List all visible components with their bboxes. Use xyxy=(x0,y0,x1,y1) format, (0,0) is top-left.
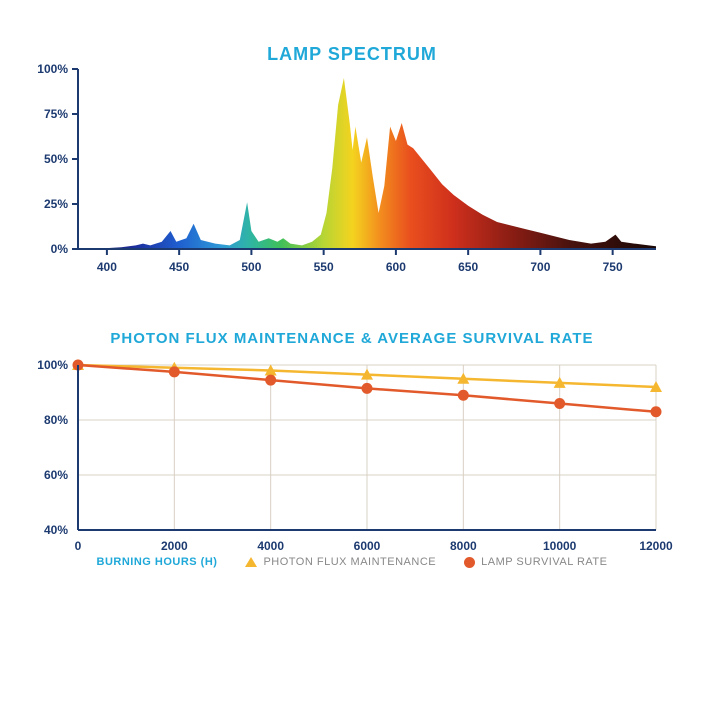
svg-text:2000: 2000 xyxy=(161,539,188,553)
svg-text:500: 500 xyxy=(241,260,261,274)
svg-text:60%: 60% xyxy=(44,468,68,482)
svg-text:50%: 50% xyxy=(44,152,68,166)
svg-text:40%: 40% xyxy=(44,523,68,537)
spectrum-chart: 0% 25% 50% 75% 100% 400 450 500 550 600 650 700 750 xyxy=(0,59,704,294)
svg-text:100%: 100% xyxy=(37,358,68,372)
legend-item-survival: LAMP SURVIVAL RATE xyxy=(464,556,607,568)
spectrum-title: LAMP SPECTRUM xyxy=(0,0,704,65)
flux-title: PHOTON FLUX MAINTENANCE & AVERAGE SURVIV… xyxy=(0,330,704,347)
svg-text:6000: 6000 xyxy=(354,539,381,553)
svg-text:450: 450 xyxy=(169,260,189,274)
svg-text:80%: 80% xyxy=(44,413,68,427)
svg-text:4000: 4000 xyxy=(257,539,284,553)
legend-label-survival: LAMP SURVIVAL RATE xyxy=(481,556,607,568)
svg-text:25%: 25% xyxy=(44,197,68,211)
svg-text:650: 650 xyxy=(458,260,478,274)
svg-text:100%: 100% xyxy=(37,62,68,76)
svg-text:0%: 0% xyxy=(51,242,69,256)
legend-label-flux: PHOTON FLUX MAINTENANCE xyxy=(263,556,436,568)
svg-text:600: 600 xyxy=(386,260,406,274)
svg-text:550: 550 xyxy=(314,260,334,274)
legend-item-flux: PHOTON FLUX MAINTENANCE xyxy=(245,556,436,568)
circle-icon xyxy=(464,557,475,568)
triangle-icon xyxy=(245,557,257,567)
svg-text:10000: 10000 xyxy=(543,539,577,553)
legend-xlabel: BURNING HOURS (H) xyxy=(97,556,218,568)
flux-chart: 40% 60% 80% 100% 0 2000 4000 6000 8000 10000 12000 xyxy=(0,347,704,562)
svg-text:400: 400 xyxy=(97,260,117,274)
svg-text:700: 700 xyxy=(530,260,550,274)
svg-text:750: 750 xyxy=(603,260,623,274)
flux-legend: BURNING HOURS (H) PHOTON FLUX MAINTENANC… xyxy=(0,556,704,568)
svg-text:0: 0 xyxy=(75,539,82,553)
svg-text:8000: 8000 xyxy=(450,539,477,553)
svg-text:12000: 12000 xyxy=(639,539,673,553)
svg-text:75%: 75% xyxy=(44,107,68,121)
